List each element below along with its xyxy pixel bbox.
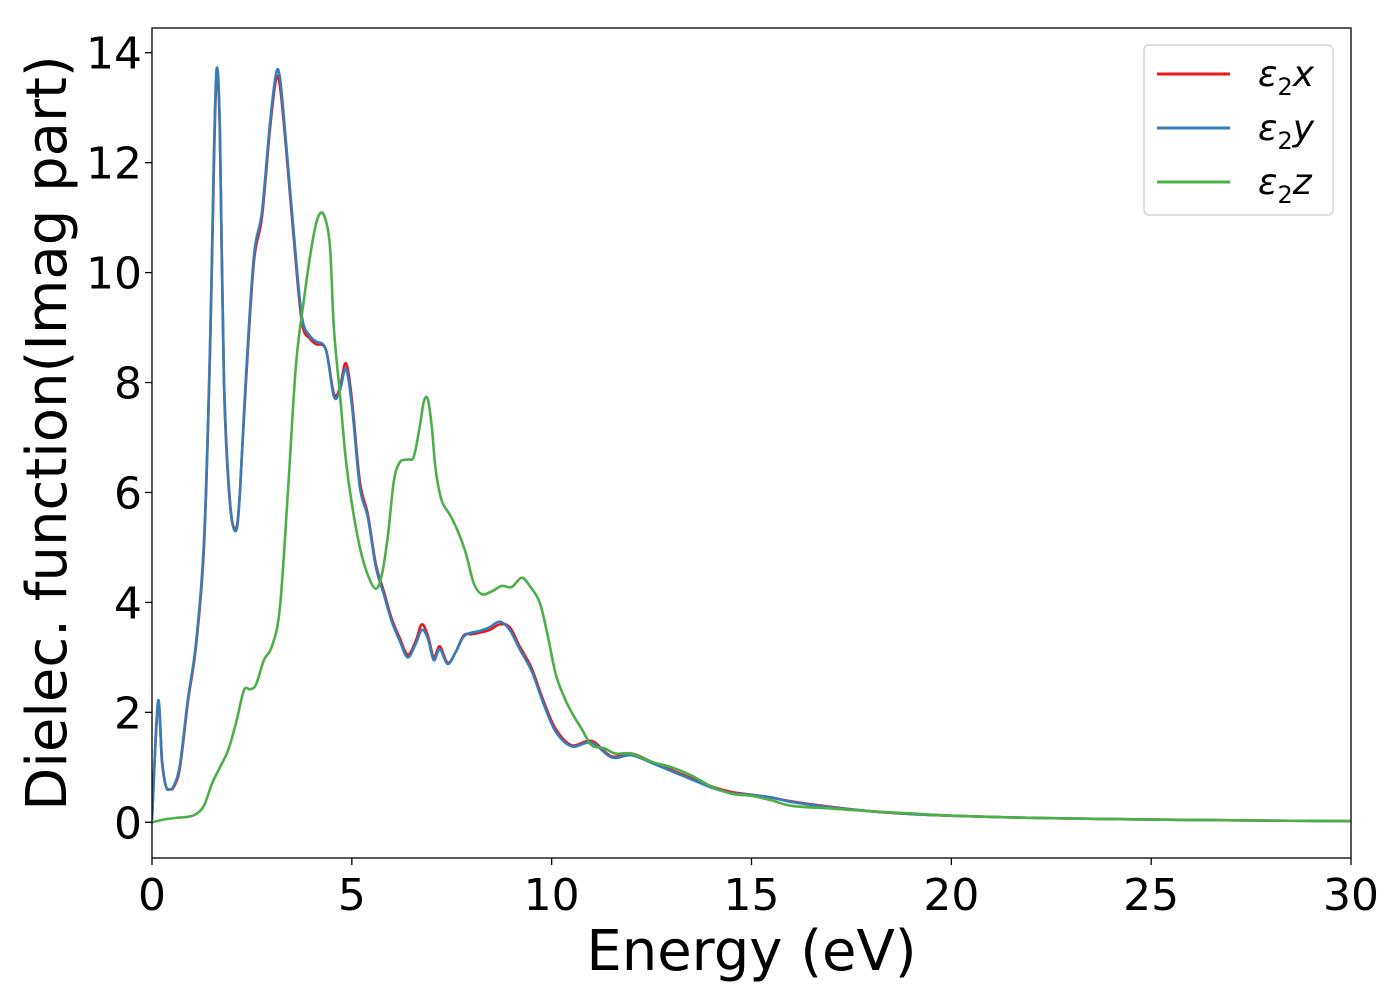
legend-label-subscript: 2 — [1277, 127, 1292, 155]
legend-label-x: ε2x — [1258, 54, 1315, 101]
legend-label-base: ε — [1258, 162, 1277, 203]
x-tick-label: 25 — [1123, 870, 1179, 921]
legend-label-base: ε — [1258, 54, 1277, 95]
legend-label-suffix: z — [1292, 162, 1313, 203]
y-tick-label: 10 — [86, 249, 142, 300]
y-tick-label: 14 — [86, 29, 142, 80]
x-tick-label: 30 — [1323, 870, 1379, 921]
legend-label-suffix: y — [1292, 108, 1315, 149]
y-axis-label: Dielec. function(Imag part) — [15, 55, 80, 811]
legend-box — [1143, 44, 1334, 216]
legend-label-subscript: 2 — [1277, 73, 1292, 101]
x-tick-label: 20 — [923, 870, 979, 921]
x-tick-label: 15 — [724, 870, 780, 921]
legend-label-y: ε2y — [1258, 108, 1315, 155]
series-layer — [152, 66, 1351, 824]
y-tick-label: 6 — [114, 468, 142, 519]
legend-label-subscript: 2 — [1277, 181, 1292, 209]
y-tick-label: 8 — [114, 359, 142, 410]
series-line-z — [152, 211, 1351, 824]
x-tick-label: 10 — [524, 870, 580, 921]
x-tick-label: 5 — [338, 870, 366, 921]
y-tick-label: 2 — [114, 688, 142, 739]
series-line-y — [152, 66, 1351, 823]
x-axis-ticks: 0 5 10 15 20 25 30 — [138, 858, 1379, 921]
x-tick-label: 0 — [138, 870, 166, 921]
legend-label-base: ε — [1258, 108, 1277, 149]
y-tick-label: 0 — [114, 798, 142, 849]
y-tick-label: 4 — [114, 578, 142, 629]
legend-label-suffix: x — [1292, 54, 1315, 95]
legend-label-z: ε2z — [1258, 162, 1313, 209]
y-axis-ticks: 0 2 4 6 8 10 12 14 — [86, 29, 152, 849]
y-tick-label: 12 — [86, 139, 142, 190]
x-axis-label: Energy (eV) — [586, 919, 916, 984]
